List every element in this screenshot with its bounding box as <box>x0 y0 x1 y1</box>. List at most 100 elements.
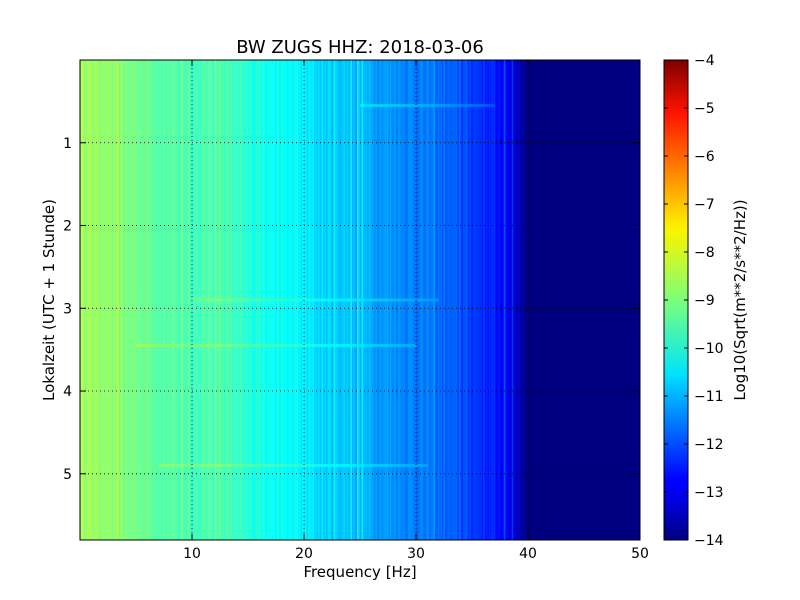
spectrogram-column-43 <box>128 60 130 540</box>
event-band-1-segment <box>298 298 305 302</box>
spectrogram-column-413 <box>542 60 545 540</box>
event-band-2-segment <box>315 344 322 348</box>
event-band-2-segment <box>242 344 249 348</box>
spectrogram-column-421 <box>551 60 554 540</box>
spectrogram-column-339 <box>459 60 462 540</box>
event-band-3-segment <box>192 464 198 468</box>
event-band-2-segment <box>287 344 294 348</box>
event-band-1 <box>192 298 439 302</box>
event-band-2-segment <box>393 344 400 348</box>
spectrogram-column-409 <box>538 60 540 540</box>
spectrogram-column-363 <box>486 60 489 540</box>
colorbar-tick-label: −4 <box>694 53 715 69</box>
spectrogram-column-24 <box>106 60 109 540</box>
event-band-3-segment <box>164 464 170 468</box>
spectrogram-column-371 <box>495 60 498 540</box>
spectrogram-column-491 <box>629 60 632 540</box>
event-band-2-segment <box>141 344 148 348</box>
spectrogram-column-329 <box>448 60 450 540</box>
spectrogram-column-3 <box>83 60 85 540</box>
x-tick-label: 20 <box>295 546 313 562</box>
x-axis: 10 20 30 40 50 <box>183 60 649 562</box>
event-band-2-segment <box>236 344 243 348</box>
event-band-1-segment <box>427 298 434 302</box>
event-band-2-segment <box>354 344 361 348</box>
event-band-1-segment <box>264 298 271 302</box>
spectrogram-column-340 <box>460 60 463 540</box>
spectrogram-column-32 <box>115 60 118 540</box>
event-band-3-segment <box>360 464 366 468</box>
spectrogram-column-337 <box>457 60 459 540</box>
spectrogram-column-78 <box>167 60 169 540</box>
plot-frame <box>79 59 641 541</box>
spectrogram-column-358 <box>480 60 483 540</box>
spectrogram-column-93 <box>184 60 186 540</box>
spectrogram-column-370 <box>494 60 496 540</box>
event-band-1-segment <box>371 298 378 302</box>
spectrogram-column-408 <box>536 60 539 540</box>
spectrogram-column-25 <box>108 60 110 540</box>
spectrogram-column-367 <box>491 60 493 540</box>
colorbar-tick-label: −11 <box>694 389 724 405</box>
spectrogram-column-356 <box>478 60 481 540</box>
event-band-2-segment <box>292 344 299 348</box>
event-band-3-segment <box>326 464 333 468</box>
spectrogram-column-71 <box>159 60 162 540</box>
spectrogram-column-368 <box>492 60 494 540</box>
spectrogram-column-343 <box>464 60 466 540</box>
spectrogram-column-499 <box>638 60 640 540</box>
spectrogram-column-474 <box>610 60 613 540</box>
y-tick-label: 4 <box>63 384 72 400</box>
spectrogram-column-481 <box>618 60 621 540</box>
event-band-1-segment <box>309 298 316 302</box>
spectrogram-column-404 <box>532 60 534 540</box>
event-band-2-segment <box>309 344 316 348</box>
spectrogram-column-95 <box>186 60 188 540</box>
event-band-0-segment <box>382 104 389 108</box>
spectrogram-column-350 <box>472 60 474 540</box>
spectrogram-column-351 <box>473 60 475 540</box>
x-tick-label: 30 <box>407 546 425 562</box>
event-band-1-segment <box>192 298 198 302</box>
spectrogram-column-383 <box>508 60 511 540</box>
event-band-1-segment <box>348 298 355 302</box>
spectrogram-column-444 <box>577 60 579 540</box>
event-band-3-segment <box>231 464 238 468</box>
x-axis-label: Frequency [Hz] <box>303 563 416 581</box>
spectrogram-column-79 <box>168 60 170 540</box>
spectrogram-column-2 <box>82 60 84 540</box>
event-band-0-segment <box>488 104 495 108</box>
event-band-1-segment <box>399 298 406 302</box>
spectrogram-column-414 <box>543 60 546 540</box>
event-band-2-segment <box>304 344 310 348</box>
event-band-2-segment <box>136 344 142 348</box>
x-tick-label: 10 <box>183 546 201 562</box>
spectrogram-column-433 <box>564 60 567 540</box>
event-band-3-segment <box>287 464 294 468</box>
event-band-0-segment <box>466 104 473 108</box>
event-band-1-segment <box>404 298 411 302</box>
event-band-1-segment <box>287 298 294 302</box>
spectrogram-column-466 <box>601 60 604 540</box>
spectrogram-column-28 <box>111 60 113 540</box>
spectrogram-column-74 <box>162 60 165 540</box>
spectral-line-12 <box>511 60 514 540</box>
y-tick-label: 3 <box>63 301 72 317</box>
spectrogram-column-416 <box>545 60 548 540</box>
spectrogram-column-477 <box>614 60 616 540</box>
spectrogram-column-438 <box>570 60 573 540</box>
colorbar-label: Log10(Sqrt(m**2/s**2/Hz)) <box>731 199 749 400</box>
spectrogram-column-425 <box>556 60 558 540</box>
colorbar-tick-label: −10 <box>694 341 724 357</box>
spectrogram-column-326 <box>445 60 447 540</box>
spectrogram-column-22 <box>104 60 107 540</box>
event-band-3-segment <box>410 464 417 468</box>
spectrogram-column-359 <box>482 60 484 540</box>
spectrogram-column-14 <box>95 60 98 540</box>
spectrogram-column-69 <box>157 60 159 540</box>
spectrogram-column-472 <box>608 60 611 540</box>
spectrogram-column-31 <box>114 60 117 540</box>
event-band-3-segment <box>399 464 406 468</box>
spectrogram-column-441 <box>573 60 576 540</box>
event-band-0-segment <box>416 104 422 108</box>
